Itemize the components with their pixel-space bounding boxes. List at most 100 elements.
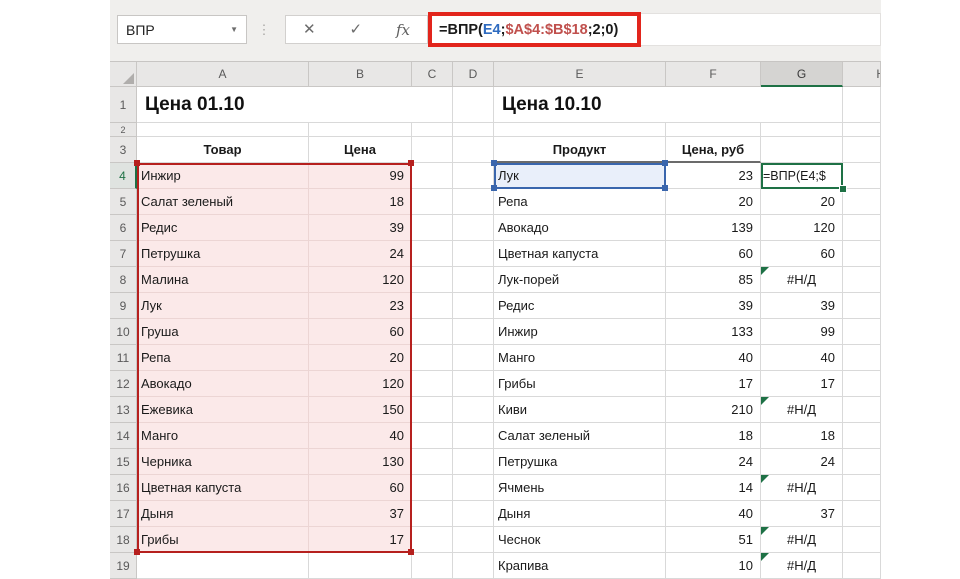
cell-G11[interactable]: 40: [761, 345, 843, 371]
cell-C12[interactable]: [412, 371, 453, 397]
cell-F6[interactable]: 139: [666, 215, 761, 241]
cell-G2[interactable]: [761, 123, 843, 137]
cell-A5[interactable]: Салат зеленый: [137, 189, 309, 215]
cell-A12[interactable]: Авокадо: [137, 371, 309, 397]
cell-F5[interactable]: 20: [666, 189, 761, 215]
cell-D2[interactable]: [453, 123, 494, 137]
cell-H1[interactable]: [843, 87, 881, 123]
cell-G8[interactable]: #Н/Д: [761, 267, 843, 293]
cell-D15[interactable]: [453, 449, 494, 475]
cell-G16[interactable]: #Н/Д: [761, 475, 843, 501]
cell-F10[interactable]: 133: [666, 319, 761, 345]
row-header-17[interactable]: 17: [110, 501, 137, 527]
cell-B3[interactable]: Цена: [309, 137, 412, 163]
cell-C15[interactable]: [412, 449, 453, 475]
cell-E4[interactable]: Лук: [494, 163, 666, 189]
row-header-1[interactable]: 1: [110, 87, 137, 123]
cell-C6[interactable]: [412, 215, 453, 241]
cell-H17[interactable]: [843, 501, 881, 527]
cell-C14[interactable]: [412, 423, 453, 449]
cell-B14[interactable]: 40: [309, 423, 412, 449]
cell-C8[interactable]: [412, 267, 453, 293]
cell-F3[interactable]: Цена, руб: [666, 137, 761, 163]
row-header-13[interactable]: 13: [110, 397, 137, 423]
cell-A10[interactable]: Груша: [137, 319, 309, 345]
cell-A13[interactable]: Ежевика: [137, 397, 309, 423]
cell-E19[interactable]: Крапива: [494, 553, 666, 579]
cell-H9[interactable]: [843, 293, 881, 319]
row-header-8[interactable]: 8: [110, 267, 137, 293]
cell-F11[interactable]: 40: [666, 345, 761, 371]
column-header-H[interactable]: H: [843, 62, 881, 87]
cell-A6[interactable]: Редис: [137, 215, 309, 241]
cell-D1[interactable]: [453, 87, 494, 123]
cell-F7[interactable]: 60: [666, 241, 761, 267]
cell-C1[interactable]: [412, 87, 453, 123]
cell-H3[interactable]: [843, 137, 881, 163]
cell-H4[interactable]: [843, 163, 881, 189]
cell-G5[interactable]: 20: [761, 189, 843, 215]
cell-G13[interactable]: #Н/Д: [761, 397, 843, 423]
cell-A7[interactable]: Петрушка: [137, 241, 309, 267]
cell-G1[interactable]: [761, 87, 843, 123]
cell-A15[interactable]: Черника: [137, 449, 309, 475]
row-header-2[interactable]: 2: [110, 123, 137, 137]
column-header-E[interactable]: E: [494, 62, 666, 87]
cell-D14[interactable]: [453, 423, 494, 449]
cell-E13[interactable]: Киви: [494, 397, 666, 423]
cell-B9[interactable]: 23: [309, 293, 412, 319]
cell-F8[interactable]: 85: [666, 267, 761, 293]
row-header-10[interactable]: 10: [110, 319, 137, 345]
column-header-B[interactable]: B: [309, 62, 412, 87]
cell-E8[interactable]: Лук-порей: [494, 267, 666, 293]
cell-A18[interactable]: Грибы: [137, 527, 309, 553]
cell-C18[interactable]: [412, 527, 453, 553]
cell-G6[interactable]: 120: [761, 215, 843, 241]
cell-F15[interactable]: 24: [666, 449, 761, 475]
cell-E15[interactable]: Петрушка: [494, 449, 666, 475]
cell-E17[interactable]: Дыня: [494, 501, 666, 527]
cell-G10[interactable]: 99: [761, 319, 843, 345]
cell-B17[interactable]: 37: [309, 501, 412, 527]
cell-D19[interactable]: [453, 553, 494, 579]
cell-H15[interactable]: [843, 449, 881, 475]
cell-A3[interactable]: Товар: [137, 137, 309, 163]
row-header-9[interactable]: 9: [110, 293, 137, 319]
cell-D7[interactable]: [453, 241, 494, 267]
cell-B11[interactable]: 20: [309, 345, 412, 371]
select-all-corner[interactable]: [110, 62, 137, 87]
cell-H12[interactable]: [843, 371, 881, 397]
cell-C4[interactable]: [412, 163, 453, 189]
cell-G9[interactable]: 39: [761, 293, 843, 319]
cell-C7[interactable]: [412, 241, 453, 267]
cell-H8[interactable]: [843, 267, 881, 293]
cell-E14[interactable]: Салат зеленый: [494, 423, 666, 449]
cell-H19[interactable]: [843, 553, 881, 579]
cell-B16[interactable]: 60: [309, 475, 412, 501]
cell-F18[interactable]: 51: [666, 527, 761, 553]
cell-D9[interactable]: [453, 293, 494, 319]
cell-B8[interactable]: 120: [309, 267, 412, 293]
cell-B13[interactable]: 150: [309, 397, 412, 423]
cell-G18[interactable]: #Н/Д: [761, 527, 843, 553]
row-header-12[interactable]: 12: [110, 371, 137, 397]
cell-H18[interactable]: [843, 527, 881, 553]
cell-G19[interactable]: #Н/Д: [761, 553, 843, 579]
row-header-3[interactable]: 3: [110, 137, 137, 163]
cell-F14[interactable]: 18: [666, 423, 761, 449]
name-box[interactable]: ВПР ▼: [117, 15, 247, 44]
column-header-A[interactable]: A: [137, 62, 309, 87]
fill-handle[interactable]: [839, 185, 847, 193]
cell-C5[interactable]: [412, 189, 453, 215]
cell-C10[interactable]: [412, 319, 453, 345]
cell-E18[interactable]: Чеснок: [494, 527, 666, 553]
row-header-11[interactable]: 11: [110, 345, 137, 371]
cell-G14[interactable]: 18: [761, 423, 843, 449]
cell-B15[interactable]: 130: [309, 449, 412, 475]
cell-A16[interactable]: Цветная капуста: [137, 475, 309, 501]
cell-C9[interactable]: [412, 293, 453, 319]
cell-F2[interactable]: [666, 123, 761, 137]
column-header-C[interactable]: C: [412, 62, 453, 87]
row-header-7[interactable]: 7: [110, 241, 137, 267]
cell-G7[interactable]: 60: [761, 241, 843, 267]
